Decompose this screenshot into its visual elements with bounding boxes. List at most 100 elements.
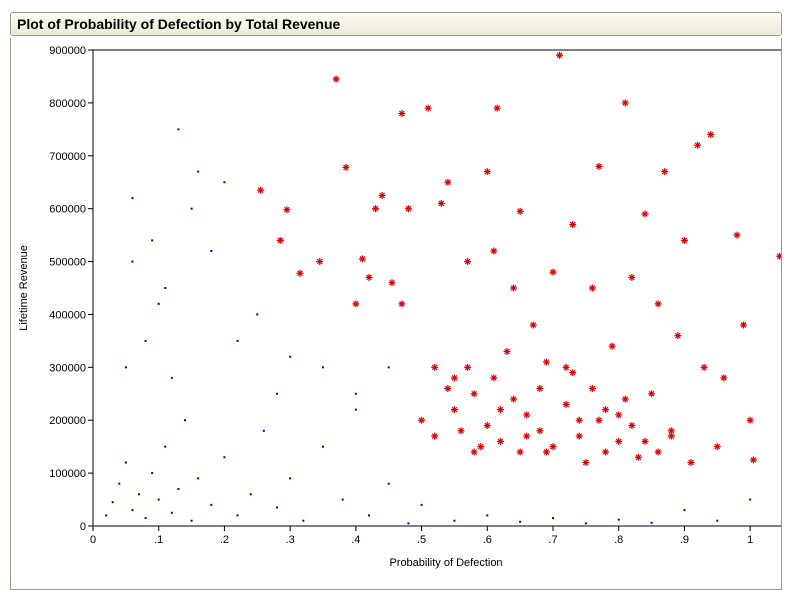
data-point bbox=[151, 239, 154, 242]
marker-stroke bbox=[550, 443, 556, 450]
marker-stroke bbox=[359, 256, 366, 262]
data-point bbox=[749, 456, 757, 464]
marker-stroke bbox=[352, 300, 359, 307]
marker-stroke bbox=[494, 105, 501, 112]
marker-stroke bbox=[490, 375, 497, 381]
data-point bbox=[322, 445, 324, 448]
marker-stroke bbox=[316, 258, 323, 265]
marker-stroke bbox=[688, 459, 694, 466]
data-point bbox=[437, 199, 445, 207]
data-point bbox=[157, 302, 160, 305]
data-point bbox=[170, 376, 173, 379]
data-point bbox=[621, 99, 629, 107]
marker-stroke bbox=[681, 237, 688, 244]
marker-stroke bbox=[655, 300, 662, 307]
marker-stroke bbox=[609, 343, 616, 350]
data-point bbox=[444, 384, 452, 392]
data-point bbox=[483, 422, 491, 430]
data-point bbox=[542, 358, 550, 366]
data-point bbox=[407, 522, 410, 525]
data-point bbox=[654, 300, 662, 308]
marker-stroke bbox=[444, 385, 451, 392]
marker-stroke bbox=[458, 427, 464, 434]
marker-stroke bbox=[438, 200, 445, 207]
data-point bbox=[608, 342, 616, 350]
data-point bbox=[569, 221, 577, 229]
data-point bbox=[444, 178, 452, 186]
data-point bbox=[595, 416, 603, 424]
marker-stroke bbox=[297, 270, 303, 277]
data-point bbox=[398, 300, 406, 308]
data-point bbox=[510, 284, 518, 292]
data-point bbox=[151, 472, 154, 475]
marker-stroke bbox=[389, 279, 395, 286]
data-point bbox=[131, 260, 134, 263]
x-tick-label: .8 bbox=[614, 534, 623, 546]
data-point bbox=[503, 347, 511, 355]
data-point bbox=[569, 369, 577, 377]
data-point bbox=[190, 519, 193, 522]
marker-stroke bbox=[431, 364, 438, 371]
data-point bbox=[257, 186, 265, 194]
marker-stroke bbox=[622, 100, 629, 106]
data-point bbox=[529, 321, 537, 329]
y-tick-label: 100000 bbox=[49, 468, 86, 480]
marker-stroke bbox=[379, 192, 386, 199]
data-point bbox=[713, 443, 721, 451]
data-point bbox=[296, 269, 304, 277]
data-point bbox=[746, 416, 754, 424]
data-point bbox=[536, 427, 544, 435]
marker-stroke bbox=[497, 438, 504, 445]
data-point bbox=[388, 279, 396, 287]
marker-stroke bbox=[277, 237, 284, 244]
marker-stroke bbox=[569, 369, 576, 376]
marker-stroke bbox=[661, 168, 668, 175]
marker-stroke bbox=[523, 433, 530, 439]
data-point bbox=[523, 432, 531, 440]
data-point bbox=[131, 509, 134, 512]
data-point bbox=[352, 300, 360, 308]
marker-stroke bbox=[343, 164, 349, 171]
data-point bbox=[170, 511, 173, 514]
data-point bbox=[256, 313, 259, 316]
x-tick-label: 0 bbox=[90, 534, 96, 546]
data-point bbox=[490, 374, 498, 382]
marker-stroke bbox=[510, 285, 517, 291]
marker-stroke bbox=[576, 433, 583, 439]
data-point bbox=[549, 268, 557, 276]
data-point bbox=[602, 448, 610, 456]
x-tick-label: .3 bbox=[286, 534, 295, 546]
data-point bbox=[342, 163, 350, 171]
data-point bbox=[276, 392, 278, 395]
marker-stroke bbox=[740, 322, 747, 328]
data-point bbox=[617, 518, 620, 521]
data-point bbox=[740, 321, 748, 329]
data-point bbox=[667, 427, 675, 435]
data-point bbox=[431, 363, 439, 371]
marker-stroke bbox=[530, 322, 537, 328]
marker-stroke bbox=[589, 385, 596, 392]
data-point bbox=[372, 205, 380, 213]
data-point bbox=[210, 503, 213, 506]
data-point bbox=[354, 408, 357, 411]
data-point bbox=[654, 448, 662, 456]
y-tick-label: 500000 bbox=[49, 257, 86, 269]
marker-stroke bbox=[642, 211, 648, 217]
marker-stroke bbox=[490, 248, 497, 254]
marker-stroke bbox=[582, 459, 589, 466]
data-point bbox=[190, 207, 193, 210]
marker-stroke bbox=[668, 433, 675, 439]
data-point bbox=[197, 477, 200, 480]
data-point bbox=[223, 456, 226, 459]
marker-stroke bbox=[563, 401, 570, 408]
data-point bbox=[523, 411, 531, 419]
y-tick-label: 0 bbox=[80, 521, 86, 533]
data-point bbox=[262, 429, 265, 432]
data-point bbox=[289, 477, 292, 480]
data-point bbox=[628, 422, 636, 430]
marker-stroke bbox=[523, 412, 530, 418]
marker-stroke bbox=[602, 406, 609, 413]
marker-stroke bbox=[628, 274, 635, 281]
marker-stroke bbox=[477, 443, 484, 450]
marker-stroke bbox=[750, 457, 757, 463]
